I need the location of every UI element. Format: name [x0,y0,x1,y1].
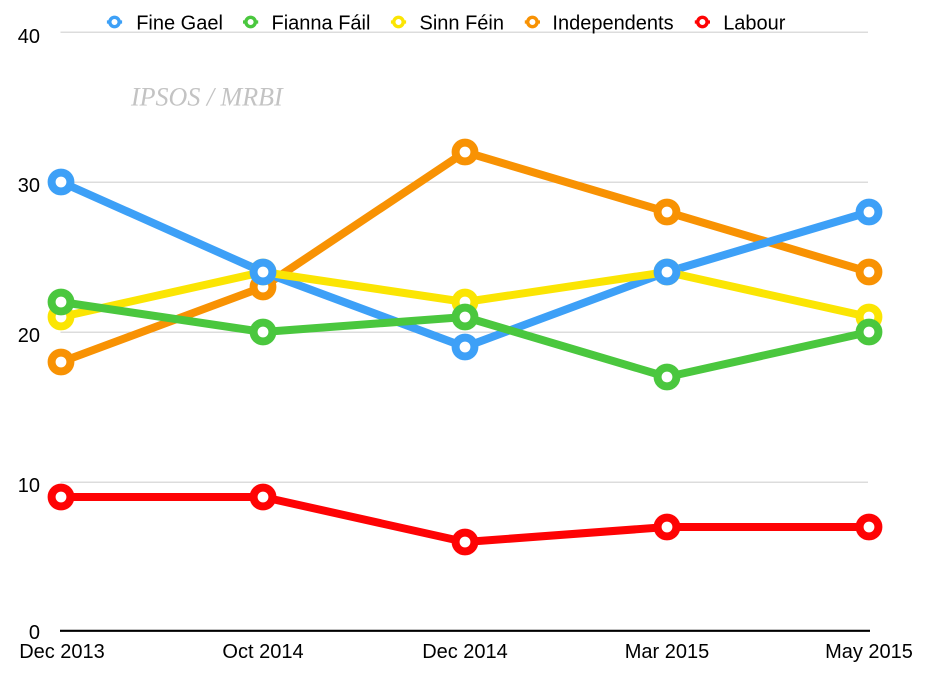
svg-text:Mar 2015: Mar 2015 [625,641,710,663]
svg-text:Dec 2013: Dec 2013 [19,641,105,663]
svg-text:May 2015: May 2015 [825,641,913,663]
svg-text:Dec 2014: Dec 2014 [422,641,508,663]
svg-text:Sinn Féin: Sinn Féin [420,13,505,35]
svg-text:Labour: Labour [723,13,786,35]
svg-text:20: 20 [18,325,40,347]
svg-text:10: 10 [18,475,40,497]
svg-text:Independents: Independents [552,13,673,35]
svg-text:Fine Gael: Fine Gael [136,13,223,35]
svg-text:Fianna Fáil: Fianna Fáil [272,13,371,35]
svg-text:IPSOS / MRBI: IPSOS / MRBI [130,83,284,112]
svg-text:30: 30 [18,175,40,197]
svg-text:Oct 2014: Oct 2014 [222,641,303,663]
svg-text:0: 0 [29,622,40,644]
svg-text:40: 40 [18,26,40,48]
